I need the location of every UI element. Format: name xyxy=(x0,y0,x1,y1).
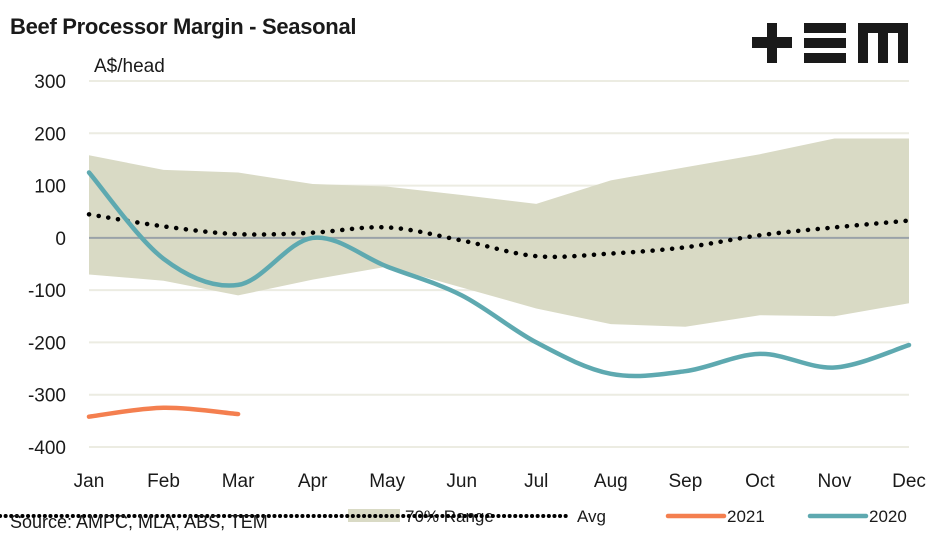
y-tick-label: -200 xyxy=(28,333,66,354)
logo-m xyxy=(858,23,908,63)
chart-title: Beef Processor Margin - Seasonal xyxy=(10,14,357,39)
range-band-area xyxy=(89,138,909,327)
series-line-2020 xyxy=(86,170,912,379)
y-axis-unit-label: A$/head xyxy=(94,56,165,77)
x-tick-label: Dec xyxy=(892,471,926,492)
y-tick-label: 300 xyxy=(34,72,66,93)
legend-label-2021: 2021 xyxy=(727,507,765,526)
y-tick-label: 0 xyxy=(55,229,66,250)
x-axis-ticks: Jan Feb Mar Apr May Jun Jul Aug Sep Oct Nov Dec xyxy=(74,471,926,492)
y-tick-label: -300 xyxy=(28,386,66,407)
x-tick-label: Jun xyxy=(446,471,477,492)
x-tick-label: Apr xyxy=(298,471,328,492)
logo-e-bottom xyxy=(804,53,846,63)
legend-label-2020: 2020 xyxy=(869,507,907,526)
range-band xyxy=(89,138,909,327)
x-tick-label: Aug xyxy=(594,471,628,492)
tem-logo xyxy=(752,23,908,63)
series-lines xyxy=(86,170,912,419)
legend: 70% Range Avg 2021 2020 xyxy=(0,507,907,526)
logo-e-top xyxy=(804,23,846,33)
x-tick-label: Mar xyxy=(222,471,255,492)
x-tick-label: Jan xyxy=(74,471,105,492)
series-line-avg xyxy=(86,212,912,260)
x-tick-label: Jul xyxy=(524,471,548,492)
x-tick-label: Oct xyxy=(745,471,775,492)
logo-e-mid xyxy=(804,38,846,48)
source-note: Source: AMPC, MLA, ABS, TEM xyxy=(10,512,268,532)
legend-label-avg: Avg xyxy=(577,507,606,526)
x-tick-label: May xyxy=(369,471,405,492)
y-axis-ticks: 300 200 100 0 -100 -200 -300 -400 xyxy=(28,72,66,459)
y-tick-label: -400 xyxy=(28,438,66,459)
y-tick-label: -100 xyxy=(28,281,66,302)
y-tick-label: 200 xyxy=(34,124,66,145)
y-tick-label: 100 xyxy=(34,177,66,198)
x-tick-label: Feb xyxy=(147,471,180,492)
series-line-2021 xyxy=(86,405,241,419)
logo-plus-vertical xyxy=(767,23,777,63)
x-tick-label: Sep xyxy=(668,471,702,492)
x-tick-label: Nov xyxy=(818,471,852,492)
